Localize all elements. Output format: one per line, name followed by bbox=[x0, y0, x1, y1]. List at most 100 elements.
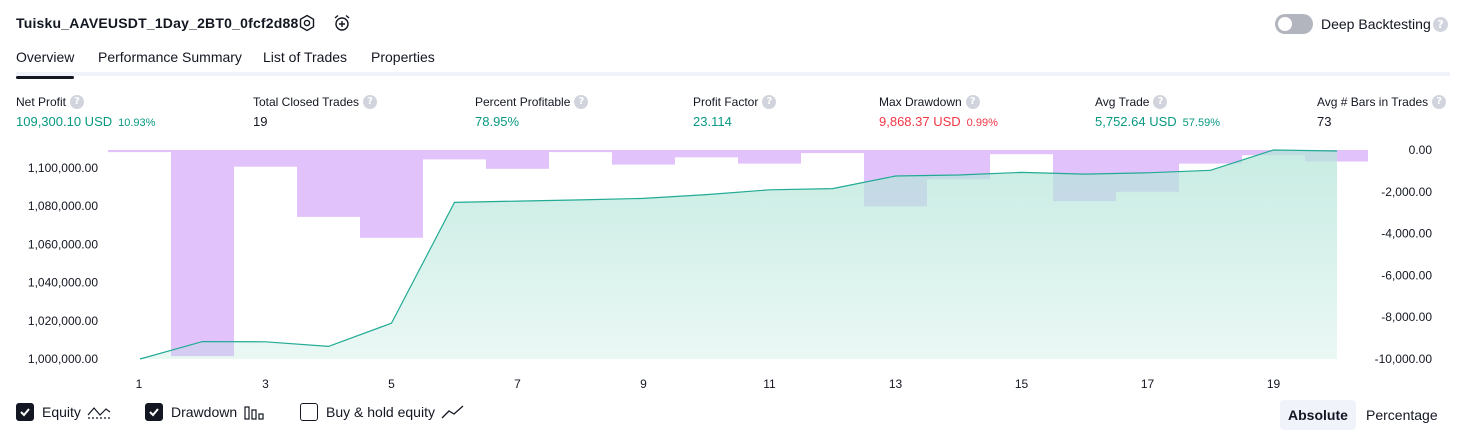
metric-value-text: 19 bbox=[253, 114, 268, 129]
legend-buy-hold[interactable]: Buy & hold equity bbox=[300, 403, 465, 421]
metric-label: Avg Trade? bbox=[1095, 94, 1220, 110]
bar-series-icon bbox=[243, 404, 265, 420]
drawdown-bar bbox=[549, 150, 612, 153]
metric-label-text: Net Profit bbox=[16, 95, 67, 109]
metric-label-text: Profit Factor bbox=[693, 95, 759, 109]
metric-value-text: 23.114 bbox=[693, 114, 732, 129]
help-icon[interactable]: ? bbox=[574, 95, 589, 109]
line-series-icon bbox=[87, 404, 111, 420]
metric-percent: 57.59% bbox=[1182, 117, 1220, 129]
x-axis-tick: 5 bbox=[388, 377, 395, 391]
help-icon[interactable]: ? bbox=[1153, 95, 1168, 109]
metric-value-text: 78.95% bbox=[475, 114, 520, 129]
metric-total-closed-trades: Total Closed Trades? 19 bbox=[253, 94, 378, 129]
x-axis-tick: 15 bbox=[1015, 377, 1029, 391]
metric-value: 5,752.64 USD 57.59% bbox=[1095, 114, 1220, 129]
buy-hold-checkbox[interactable] bbox=[300, 403, 318, 421]
help-icon[interactable]: ? bbox=[1432, 95, 1447, 109]
metric-value-text: 5,752.64 USD bbox=[1095, 114, 1177, 129]
metric-value-text: 109,300.10 USD bbox=[16, 114, 113, 129]
right-axis-tick: -6,000.00 bbox=[1381, 268, 1432, 282]
metric-value: 73 bbox=[1317, 114, 1446, 129]
metric-label-text: Avg # Bars in Trades bbox=[1317, 95, 1429, 109]
x-axis-tick: 9 bbox=[640, 377, 647, 391]
x-axis-tick: 19 bbox=[1267, 377, 1281, 391]
strategy-title: Tuisku_AAVEUSDT_1Day_2BT0_0fcf2d88 bbox=[16, 15, 299, 31]
left-axis-tick: 1,000,000.00 bbox=[28, 352, 98, 366]
legend-equity[interactable]: Equity bbox=[16, 403, 111, 421]
equity-area bbox=[140, 150, 1337, 359]
left-axis-tick: 1,080,000.00 bbox=[28, 199, 98, 213]
right-axis-tick: -10,000.00 bbox=[1375, 352, 1433, 366]
help-icon[interactable]: ? bbox=[762, 95, 777, 109]
drawdown-bar bbox=[297, 150, 360, 217]
chart-svg: 1,000,000.00 1,020,000.00 1,040,000.00 1,06… bbox=[28, 143, 1433, 391]
help-icon[interactable]: ? bbox=[70, 95, 85, 109]
deep-backtesting-toggle[interactable] bbox=[1275, 14, 1313, 34]
tab-overview[interactable]: Overview bbox=[16, 49, 75, 79]
tab-performance-summary[interactable]: Performance Summary bbox=[98, 49, 242, 65]
drawdown-bar bbox=[234, 150, 297, 167]
metric-label: Profit Factor? bbox=[693, 94, 777, 110]
x-axis-tick: 11 bbox=[763, 377, 776, 391]
metric-label-text: Max Drawdown bbox=[879, 95, 962, 109]
legend-drawdown[interactable]: Drawdown bbox=[145, 403, 265, 421]
right-axis-tick: -2,000.00 bbox=[1381, 185, 1432, 199]
metric-percent: 0.99% bbox=[966, 117, 998, 129]
metric-max-drawdown: Max Drawdown? 9,868.37 USD 0.99% bbox=[879, 94, 998, 129]
x-axis-tick: 13 bbox=[889, 377, 903, 391]
help-icon[interactable]: ? bbox=[1433, 17, 1448, 32]
equity-drawdown-chart: 1,000,000.00 1,020,000.00 1,040,000.00 1,06… bbox=[0, 140, 1466, 400]
x-axis-tick: 3 bbox=[262, 377, 269, 391]
left-axis-tick: 1,040,000.00 bbox=[28, 276, 98, 290]
drawdown-bar bbox=[612, 150, 675, 165]
equity-checkbox[interactable] bbox=[16, 403, 34, 421]
tab-bar: Overview Performance Summary List of Tra… bbox=[16, 44, 1450, 79]
line-trend-icon bbox=[441, 404, 465, 420]
metric-value-text: 9,868.37 USD bbox=[879, 114, 961, 129]
metric-avg-trade: Avg Trade? 5,752.64 USD 57.59% bbox=[1095, 94, 1220, 129]
absolute-button[interactable]: Absolute bbox=[1280, 400, 1356, 430]
metric-value-text: 73 bbox=[1317, 114, 1332, 129]
percentage-button[interactable]: Percentage bbox=[1366, 407, 1438, 423]
metric-value: 78.95% bbox=[475, 114, 588, 129]
metric-label-text: Total Closed Trades bbox=[253, 95, 360, 109]
metric-value: 19 bbox=[253, 114, 377, 129]
x-axis-tick: 17 bbox=[1141, 377, 1155, 391]
help-icon[interactable]: ? bbox=[965, 95, 980, 109]
metric-percent: 10.93% bbox=[118, 117, 156, 129]
tab-list-of-trades[interactable]: List of Trades bbox=[263, 49, 348, 65]
left-axis-tick: 1,100,000.00 bbox=[28, 161, 98, 175]
metric-avg-bars-in-trades: Avg # Bars in Trades? 73 bbox=[1317, 94, 1447, 129]
strategy-header: Tuisku_AAVEUSDT_1Day_2BT0_0fcf2d88 Deep … bbox=[0, 0, 1466, 46]
right-axis-tick: -4,000.00 bbox=[1381, 227, 1432, 241]
settings-icon[interactable] bbox=[297, 13, 317, 33]
metric-label: Net Profit? bbox=[16, 94, 155, 110]
metric-label-text: Percent Profitable bbox=[475, 95, 571, 109]
equity-line bbox=[139, 149, 1338, 360]
drawdown-bar bbox=[1179, 150, 1242, 164]
legend-label-buy-hold: Buy & hold equity bbox=[326, 404, 435, 420]
legend-label-equity: Equity bbox=[42, 404, 81, 420]
drawdown-checkbox[interactable] bbox=[145, 403, 163, 421]
metric-label: Avg # Bars in Trades? bbox=[1317, 94, 1447, 110]
drawdown-bar bbox=[108, 150, 171, 153]
drawdown-bar bbox=[990, 150, 1053, 155]
x-axis-tick: 1 bbox=[136, 377, 143, 391]
x-axis-tick: 7 bbox=[514, 377, 521, 391]
metric-value: 23.114 bbox=[693, 114, 776, 129]
toggle-knob bbox=[1278, 17, 1292, 31]
alarm-clock-icon[interactable] bbox=[332, 13, 352, 33]
metric-profit-factor: Profit Factor? 23.114 bbox=[693, 94, 777, 129]
right-axis-tick: 0.00 bbox=[1409, 143, 1433, 157]
drawdown-bar bbox=[486, 150, 549, 169]
deep-backtesting-label: Deep Backtesting bbox=[1321, 16, 1431, 32]
metric-label-text: Avg Trade bbox=[1095, 95, 1150, 109]
drawdown-bar bbox=[423, 150, 486, 160]
help-icon[interactable]: ? bbox=[363, 95, 378, 109]
left-axis-tick: 1,060,000.00 bbox=[28, 237, 98, 251]
metric-label: Percent Profitable? bbox=[475, 94, 589, 110]
legend-label-drawdown: Drawdown bbox=[171, 404, 238, 420]
metric-label: Total Closed Trades? bbox=[253, 94, 378, 110]
tab-properties[interactable]: Properties bbox=[371, 49, 435, 65]
